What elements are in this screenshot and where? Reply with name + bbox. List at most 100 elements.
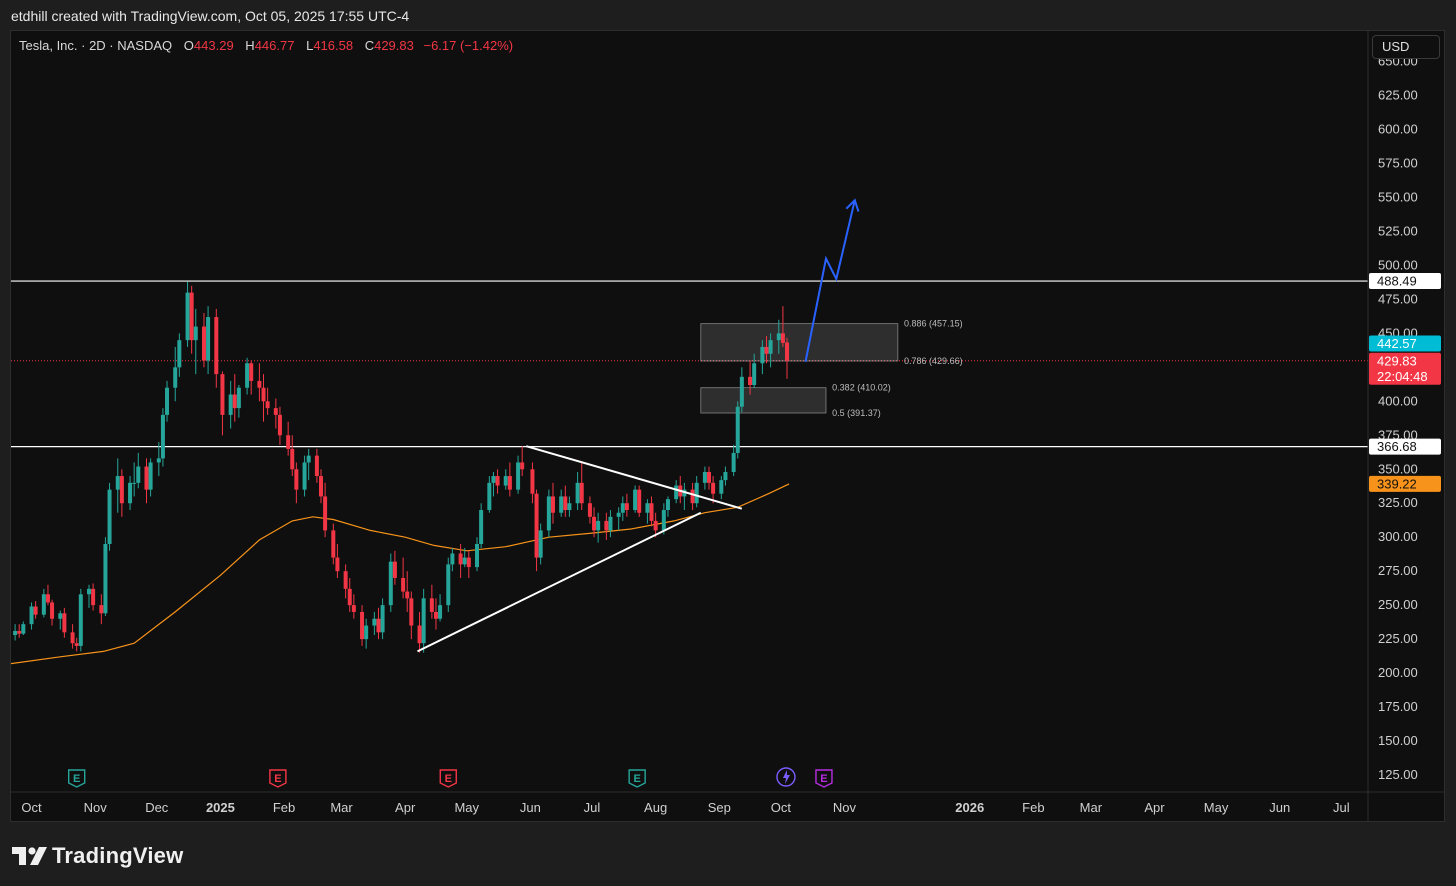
- candle: [711, 476, 716, 504]
- candle-body: [616, 512, 621, 517]
- earnings-marker[interactable]: E: [269, 769, 287, 788]
- candle-body: [785, 342, 790, 361]
- candle-body: [13, 630, 18, 636]
- candle-body: [587, 503, 592, 517]
- candle: [62, 607, 67, 638]
- x-axis-tick-label: 2025: [206, 800, 235, 815]
- candle-body: [760, 346, 765, 364]
- candle-body: [33, 606, 38, 615]
- earnings-marker[interactable]: E: [628, 769, 646, 788]
- candle-body: [302, 462, 307, 490]
- candle: [579, 461, 584, 511]
- candle-body: [649, 503, 654, 521]
- candle-body: [592, 516, 597, 531]
- candle: [372, 611, 377, 636]
- candle-body: [74, 643, 79, 646]
- candle-body: [136, 466, 141, 483]
- candle: [559, 489, 564, 517]
- candle: [475, 537, 480, 572]
- earnings-marker[interactable]: E: [439, 769, 457, 788]
- y-axis-tick-label: 625.00: [1378, 88, 1418, 103]
- candle-body: [694, 482, 699, 504]
- x-axis-tick-label: Oct: [771, 800, 792, 815]
- candle-body: [446, 564, 451, 606]
- tradingview-logo-icon: [12, 847, 47, 866]
- candle: [776, 319, 781, 354]
- candle-body: [438, 605, 443, 619]
- candle-body: [520, 462, 525, 470]
- x-axis-tick-label: Oct: [21, 800, 42, 815]
- candle: [723, 466, 728, 486]
- candle-body: [372, 618, 377, 626]
- y-axis-tick-label: 150.00: [1378, 733, 1418, 748]
- candle-body: [503, 476, 508, 486]
- candle: [433, 598, 438, 630]
- candle: [277, 406, 282, 445]
- candle-body: [62, 613, 67, 633]
- candle-body: [711, 482, 716, 494]
- candle: [33, 601, 38, 619]
- candle: [550, 482, 555, 524]
- tradingview-logo[interactable]: TradingView: [12, 842, 183, 868]
- candle-body: [702, 471, 707, 483]
- earnings-marker-shape: [815, 769, 833, 788]
- open-key: O: [183, 38, 194, 53]
- x-axis-tick-label: Nov: [833, 800, 857, 815]
- candle-body: [236, 387, 241, 409]
- candle-body: [245, 363, 250, 388]
- x-axis-tick-label: Apr: [1144, 800, 1165, 815]
- candle-body: [214, 317, 219, 375]
- candle: [294, 462, 299, 504]
- candle: [466, 550, 471, 578]
- earnings-marker[interactable]: E: [815, 769, 833, 788]
- candle: [74, 637, 79, 652]
- close-key: C: [364, 38, 375, 53]
- candle-body: [748, 376, 753, 386]
- candle-body: [173, 367, 178, 388]
- candle: [450, 548, 455, 572]
- earnings-marker-label: E: [274, 773, 281, 785]
- candle: [115, 458, 120, 513]
- candle: [290, 435, 295, 477]
- candle-body: [550, 496, 555, 513]
- candle: [702, 466, 707, 490]
- candle: [649, 496, 654, 527]
- candle: [144, 458, 149, 504]
- candle-body: [314, 455, 319, 477]
- candle-body: [148, 462, 153, 490]
- candle: [347, 577, 352, 612]
- candle: [707, 466, 712, 490]
- candle: [530, 462, 535, 504]
- candle-body: [665, 499, 670, 511]
- price-badge: [1369, 438, 1441, 455]
- candle-body: [41, 594, 46, 615]
- candle-body: [475, 543, 480, 568]
- candle: [653, 512, 658, 538]
- price-badge-label: 442.57: [1377, 336, 1417, 351]
- candle: [189, 285, 194, 354]
- candle-body: [516, 462, 521, 490]
- candle: [507, 462, 512, 497]
- candle: [596, 512, 601, 543]
- currency-selector[interactable]: USD: [1372, 35, 1440, 59]
- change-value: −6.17 (−1.42%): [423, 38, 514, 53]
- candle: [421, 588, 426, 653]
- lightning-bolt: [782, 770, 790, 784]
- candle: [245, 357, 250, 395]
- candle-body: [405, 591, 410, 599]
- candle: [592, 507, 597, 538]
- candle-body: [604, 520, 609, 531]
- candle-body: [323, 496, 328, 531]
- candle-body: [119, 476, 124, 504]
- ohlc-legend: Tesla, Inc. · 2D · NASDAQ O443.29 H446.7…: [19, 38, 513, 53]
- lightning-event-icon[interactable]: [776, 767, 796, 787]
- candle-body: [265, 401, 270, 409]
- candle: [265, 387, 270, 415]
- earnings-marker[interactable]: E: [67, 769, 86, 788]
- candle-body: [690, 489, 695, 504]
- high-key: H: [245, 38, 255, 53]
- candle: [302, 455, 307, 497]
- candle-body: [228, 394, 233, 415]
- y-axis-tick-label: 350.00: [1378, 461, 1418, 476]
